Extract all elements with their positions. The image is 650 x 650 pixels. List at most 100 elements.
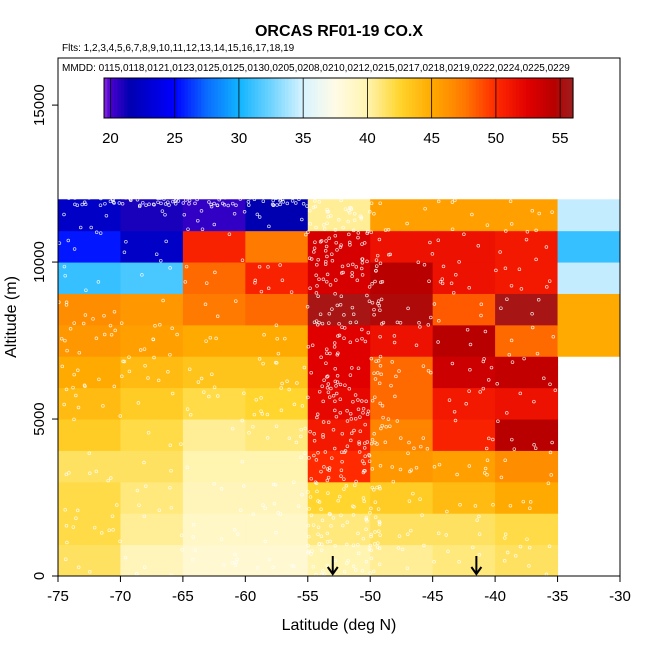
- observation-point: [295, 381, 299, 385]
- observation-point: [102, 332, 107, 337]
- observation-point: [337, 494, 342, 499]
- observation-point: [447, 398, 452, 402]
- observation-point: [76, 368, 80, 373]
- observation-point: [143, 363, 147, 368]
- observation-point: [209, 202, 213, 207]
- observation-point: [335, 303, 340, 308]
- observation-point: [308, 495, 313, 499]
- observation-point: [235, 532, 240, 537]
- colorbar-segment: [284, 78, 289, 118]
- observation-point: [464, 402, 468, 406]
- observation-point: [308, 208, 312, 213]
- observation-point: [242, 391, 246, 396]
- observation-point: [259, 396, 263, 400]
- observation-point: [320, 542, 324, 547]
- observation-point: [274, 530, 278, 535]
- heatmap-cell: [495, 450, 559, 483]
- observation-point: [507, 352, 512, 357]
- observation-point: [207, 200, 211, 204]
- observation-point: [330, 252, 334, 256]
- colorbar-segment: [432, 78, 437, 118]
- observation-point: [283, 336, 287, 341]
- observation-point: [392, 334, 397, 338]
- observation-point: [280, 381, 284, 386]
- observation-point: [169, 505, 174, 510]
- observation-point: [309, 257, 314, 261]
- observation-point: [372, 488, 376, 492]
- observation-point: [294, 201, 298, 205]
- observation-point: [109, 332, 114, 337]
- observation-point: [475, 518, 479, 522]
- observation-point: [331, 516, 336, 520]
- observation-point: [72, 372, 76, 377]
- heatmap-cell: [120, 419, 184, 451]
- observation-point: [146, 431, 151, 435]
- observation-point: [271, 565, 275, 570]
- observation-point: [299, 455, 303, 459]
- observation-point: [310, 343, 315, 348]
- observation-point: [94, 469, 99, 474]
- observation-point: [468, 368, 472, 372]
- observation-point: [365, 229, 370, 234]
- heatmap-cells: [58, 199, 621, 577]
- observation-point: [546, 481, 551, 485]
- observation-point: [378, 533, 382, 537]
- heatmap-cell: [182, 419, 246, 451]
- observation-point: [292, 564, 296, 569]
- observation-point: [378, 401, 382, 406]
- colorbar-segment: [529, 78, 534, 118]
- observation-point: [246, 200, 251, 204]
- observation-point: [471, 545, 475, 550]
- observation-point: [75, 508, 80, 513]
- observation-point: [369, 556, 374, 561]
- observation-point: [238, 508, 243, 512]
- observation-point: [498, 250, 502, 254]
- observation-point: [319, 469, 323, 474]
- colorbar-segment: [134, 78, 139, 118]
- observation-point: [350, 274, 354, 279]
- observation-point: [307, 507, 311, 511]
- observation-point: [255, 212, 260, 217]
- colorbar-segment: [452, 78, 457, 118]
- observation-point: [362, 446, 367, 450]
- heatmap-cell: [58, 513, 121, 546]
- colorbar-segment: [526, 78, 531, 118]
- colorbar-segment: [516, 78, 520, 118]
- observation-point: [353, 393, 358, 397]
- observation-point: [191, 535, 195, 539]
- observation-point: [527, 545, 532, 550]
- observation-point: [80, 202, 84, 207]
- observation-point: [97, 377, 101, 382]
- observation-point: [373, 395, 377, 399]
- observation-point: [335, 374, 340, 378]
- observation-point: [364, 399, 368, 404]
- colorbar-segment: [351, 78, 356, 118]
- observation-point: [227, 232, 232, 236]
- observation-point: [380, 280, 385, 284]
- observation-point: [503, 532, 508, 537]
- heatmap-cell: [120, 356, 184, 389]
- observation-point: [358, 429, 363, 433]
- observation-point: [266, 286, 271, 291]
- observation-point: [477, 532, 482, 536]
- observation-point: [375, 253, 380, 258]
- heatmap-cell: [120, 513, 184, 546]
- observation-point: [135, 572, 139, 576]
- heatmap-cell: [120, 387, 184, 420]
- colorbar-segment: [368, 78, 373, 118]
- observation-point: [138, 348, 143, 352]
- observation-point: [394, 374, 398, 379]
- observation-point: [485, 458, 490, 462]
- observation-point: [420, 513, 424, 517]
- observation-point: [158, 323, 162, 327]
- observation-point: [548, 382, 552, 387]
- observation-point: [107, 528, 111, 532]
- observation-point: [502, 559, 507, 563]
- observation-point: [118, 539, 122, 544]
- observation-point: [59, 336, 64, 341]
- observation-point: [360, 336, 364, 341]
- observation-point: [226, 203, 230, 208]
- observation-point: [457, 560, 461, 564]
- observation-point: [89, 225, 93, 230]
- colorbar-segment: [395, 78, 400, 118]
